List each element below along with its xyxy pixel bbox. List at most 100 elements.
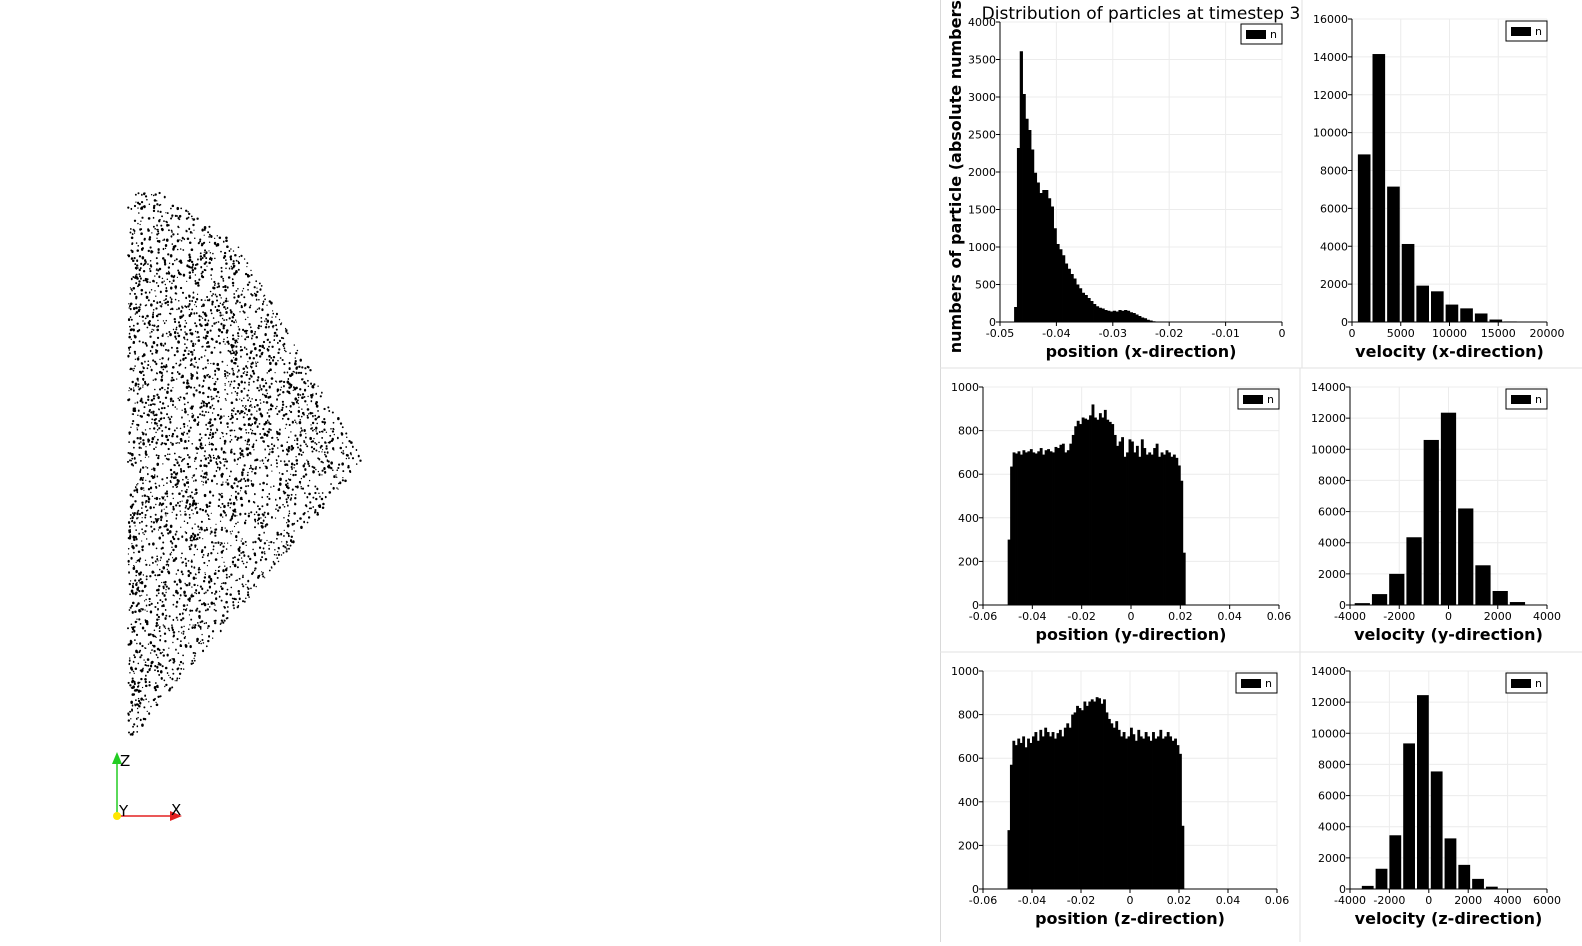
histogram-bar (1175, 458, 1178, 605)
y-tick-label: 0 (972, 599, 979, 612)
y-tick-label: 12000 (1311, 696, 1346, 709)
x-tick-label: 15000 (1481, 327, 1516, 340)
histogram-bar (1424, 440, 1439, 605)
histogram-bar (1458, 508, 1473, 605)
x-tick-label: -0.04 (1042, 327, 1070, 340)
histogram-bar (1170, 457, 1173, 605)
histogram-bar (1417, 695, 1429, 889)
histogram-bar (1099, 308, 1102, 322)
histogram-bar (1128, 736, 1131, 889)
histogram-bar (1086, 706, 1089, 889)
histogram-bar (1045, 450, 1048, 605)
histogram-bar (1119, 442, 1122, 606)
histogram-bar (1035, 453, 1038, 605)
histogram-bar (1099, 413, 1102, 605)
y-tick-label: 400 (958, 512, 979, 525)
x-tick-label: 2000 (1454, 894, 1482, 907)
y-tick-label: 6000 (1318, 790, 1346, 803)
histogram-bar (1493, 591, 1508, 605)
histogram-bar (1096, 306, 1099, 322)
histogram-bar (1140, 736, 1143, 889)
histogram-bar (1115, 721, 1118, 889)
legend: n (1506, 21, 1547, 41)
y-tick-label: 400 (958, 796, 979, 809)
histogram-bar (1107, 311, 1110, 322)
y-tick-label: 3500 (968, 54, 996, 67)
histogram-bar (1015, 745, 1018, 889)
histogram-bar (1039, 730, 1042, 889)
y-tick-label: 2000 (968, 166, 996, 179)
x-tick-label: 0 (1349, 327, 1356, 340)
histogram-bar (1158, 457, 1161, 605)
legend-label: n (1535, 393, 1542, 406)
histogram-bar (1166, 450, 1169, 605)
histogram-bar (1055, 447, 1058, 605)
histogram-bar (1406, 537, 1421, 605)
y-tick-label: 8000 (1318, 474, 1346, 487)
legend-swatch (1243, 395, 1263, 404)
legend-label: n (1535, 25, 1542, 38)
histogram-bar (1130, 312, 1133, 322)
legend-label: n (1270, 28, 1277, 41)
histogram-bar (1152, 732, 1155, 889)
histogram-bar (1076, 706, 1079, 889)
histogram-bar (1178, 465, 1181, 605)
y-tick-label: 1000 (968, 241, 996, 254)
histogram-bar (1040, 448, 1043, 605)
y-tick-label: 14000 (1311, 665, 1346, 678)
histogram-bar (1074, 712, 1077, 889)
histogram-bar (1150, 741, 1153, 889)
particle-cloud (127, 192, 362, 736)
histogram-bar (1010, 467, 1013, 605)
histogram-bar (1475, 313, 1488, 322)
legend-swatch (1511, 395, 1531, 404)
render-view-canvas[interactable]: Z Y X (0, 0, 940, 942)
histogram-bar (1145, 732, 1148, 889)
histogram-bar (1032, 452, 1035, 605)
histogram-bar (1446, 305, 1459, 322)
histogram-bar (1069, 444, 1072, 605)
histogram-bar (1169, 736, 1172, 889)
x-tick-label: -2000 (1383, 610, 1415, 623)
histogram-bar (1389, 574, 1404, 605)
histogram-bar (1138, 316, 1141, 322)
x-axis-label: position (z-direction) (1035, 909, 1225, 928)
histogram-bar (1048, 198, 1051, 322)
histogram-bar (1116, 446, 1119, 605)
y-tick-label: 1500 (968, 204, 996, 217)
histogram-bar (1174, 739, 1177, 889)
histogram-bar (1124, 310, 1127, 322)
y-tick-label: 800 (958, 425, 979, 438)
histogram-bar (1027, 739, 1030, 889)
y-tick-label: 8000 (1320, 165, 1348, 178)
render-view-3d[interactable]: Z Y X (0, 0, 940, 942)
histogram-bar (1372, 594, 1387, 605)
x-axis-label: velocity (y-direction) (1354, 625, 1543, 644)
particles (127, 192, 362, 736)
legend: n (1241, 24, 1282, 44)
histogram-bar (1106, 420, 1109, 605)
histogram-bar (1093, 304, 1096, 322)
histogram-bar (1180, 481, 1183, 605)
y-tick-label: 800 (958, 709, 979, 722)
x-tick-label: -0.01 (1211, 327, 1239, 340)
histogram-bar (1018, 451, 1021, 605)
histogram-bar (1065, 264, 1068, 323)
histogram-bar (1039, 193, 1042, 322)
x-tick-label: 20000 (1530, 327, 1565, 340)
histogram-bar (1034, 732, 1037, 889)
histogram-bar (1475, 565, 1490, 605)
histogram-bar (1071, 274, 1074, 322)
histogram-bar (1064, 452, 1067, 605)
legend: n (1238, 389, 1279, 409)
y-tick-label: 0 (1339, 883, 1346, 896)
histogram-bar (1135, 315, 1138, 323)
y-tick-label: 4000 (1320, 240, 1348, 253)
histogram-bar (1163, 455, 1166, 605)
histogram-bar (1133, 452, 1136, 605)
x-tick-label: 0.06 (1265, 894, 1290, 907)
